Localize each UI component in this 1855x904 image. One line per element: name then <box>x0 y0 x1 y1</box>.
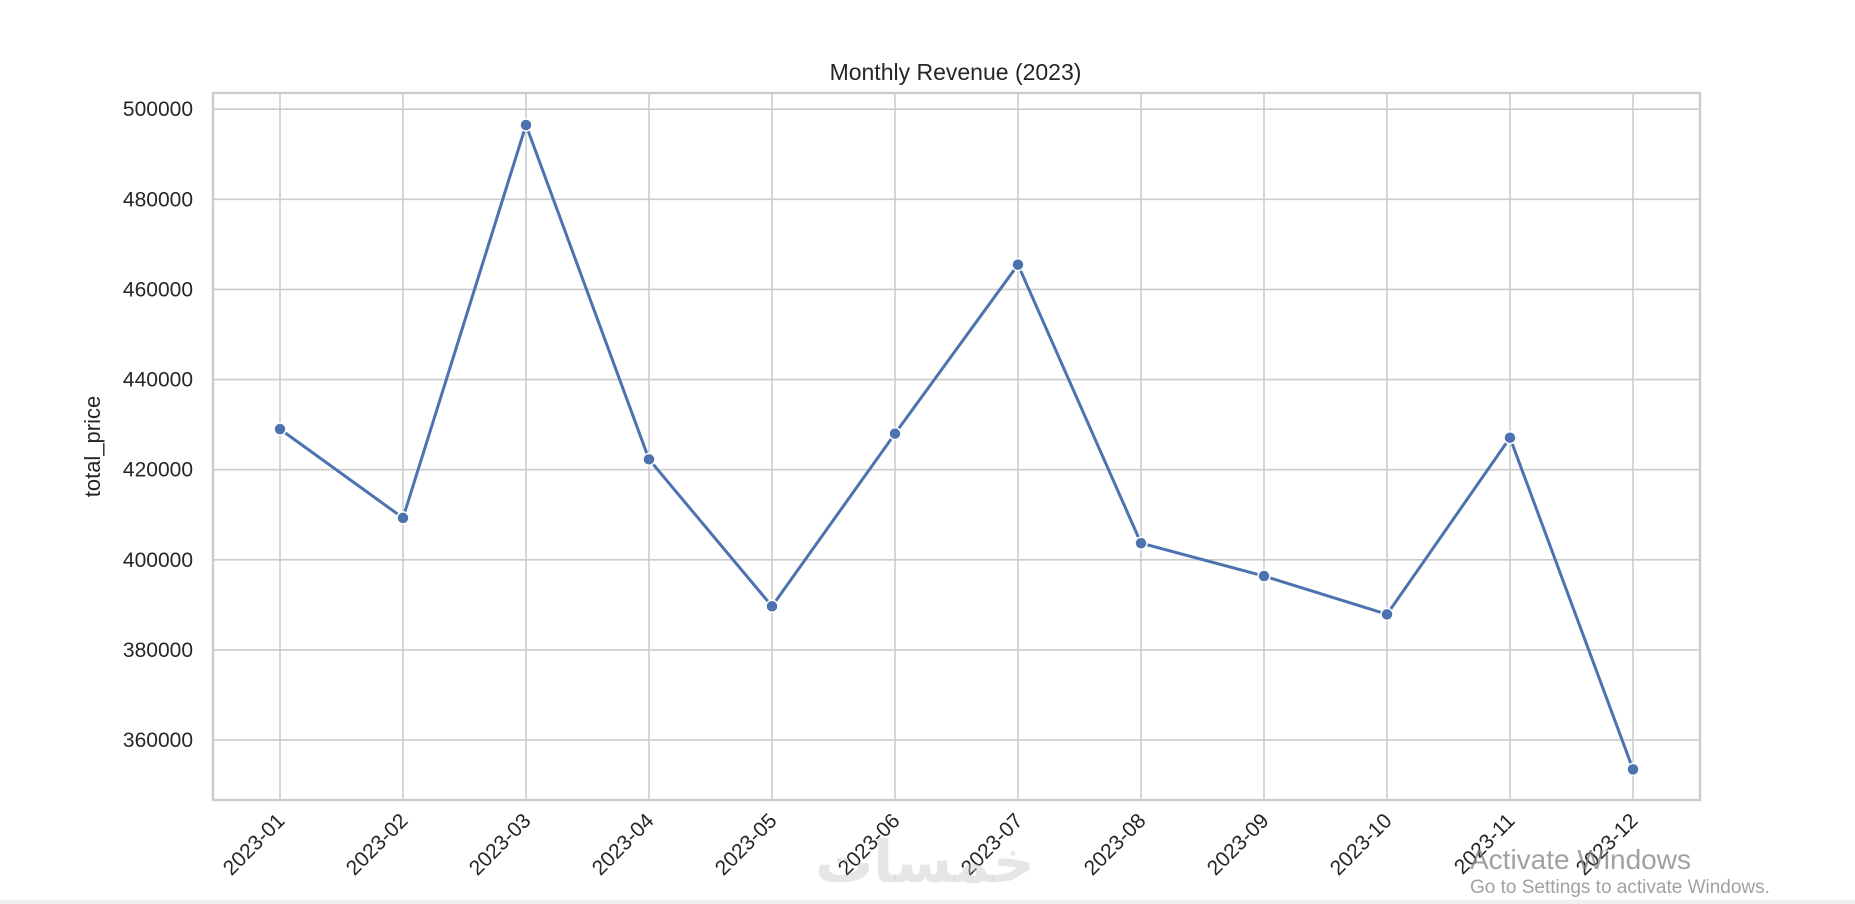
data-point <box>765 599 779 613</box>
data-point <box>396 511 410 525</box>
x-tick-label: 2023-09 <box>1203 809 1274 880</box>
data-point <box>519 118 533 132</box>
y-tick-label: 380000 <box>123 639 193 662</box>
x-tick-label: 2023-07 <box>957 809 1028 880</box>
x-tick-label: 2023-03 <box>465 809 536 880</box>
y-tick-label: 440000 <box>123 369 193 392</box>
x-tick-label: 2023-02 <box>342 809 413 880</box>
x-tick-label: 2023-11 <box>1450 809 1520 879</box>
x-tick-label: 2023-04 <box>588 809 659 880</box>
y-tick-label: 500000 <box>123 98 193 121</box>
y-axis-ticks: 360000 380000 400000 420000 440000 460000 4800… <box>123 98 193 752</box>
y-tick-label: 360000 <box>123 729 193 752</box>
y-axis-label: total_price <box>80 396 105 498</box>
bottom-strip <box>0 900 1855 904</box>
chart-title: Monthly Revenue (2023) <box>830 59 1082 85</box>
x-tick-label: 2023-08 <box>1080 809 1151 880</box>
y-tick-label: 400000 <box>123 549 193 572</box>
x-tick-label: 2023-05 <box>711 809 782 880</box>
x-tick-label: 2023-01 <box>219 809 290 880</box>
data-point <box>1380 607 1394 622</box>
data-point <box>642 452 656 467</box>
grid <box>213 93 1700 800</box>
x-tick-label: 2023-12 <box>1572 809 1643 880</box>
y-tick-label: 480000 <box>123 188 193 211</box>
data-point <box>888 426 902 441</box>
data-point <box>1626 762 1640 777</box>
x-tick-label: 2023-06 <box>834 809 905 880</box>
data-point <box>273 422 287 436</box>
y-tick-label: 420000 <box>123 459 193 482</box>
data-point <box>1257 569 1271 583</box>
data-point <box>1503 430 1517 445</box>
y-tick-label: 460000 <box>123 278 193 301</box>
plot-frame <box>211 91 1702 802</box>
x-tick-label: 2023-10 <box>1326 809 1397 880</box>
data-point <box>1011 257 1025 272</box>
data-points <box>273 118 1640 777</box>
series-line-revenue <box>279 123 1635 770</box>
x-axis-ticks: 2023-01 2023-02 2023-03 2023-04 2023-05 2023-… <box>219 809 1643 880</box>
data-point <box>1134 536 1148 550</box>
